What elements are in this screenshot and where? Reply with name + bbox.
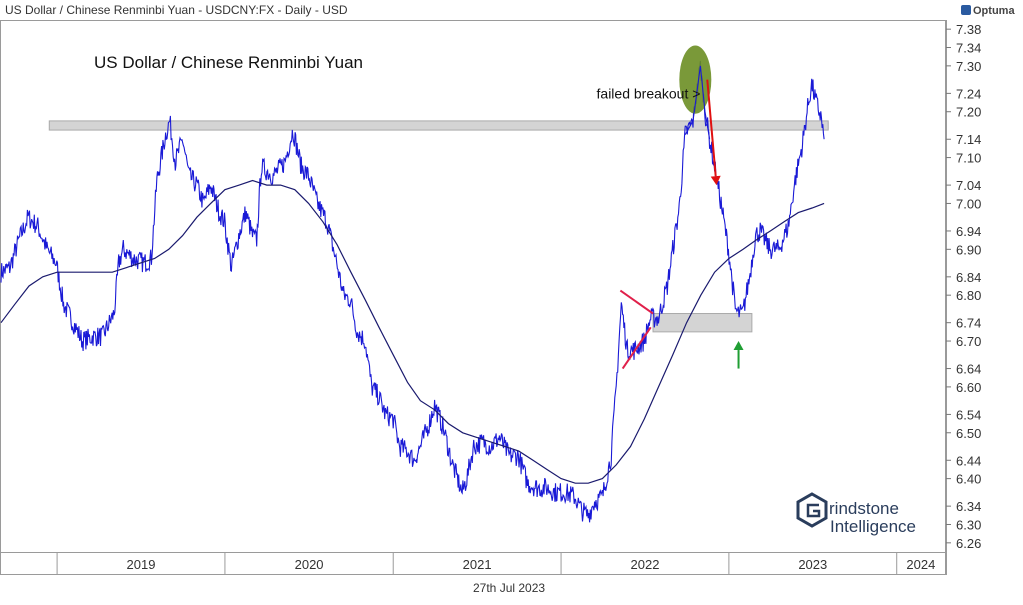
- y-tick-label: 6.34: [956, 499, 981, 514]
- triangle-trendline-1: [621, 326, 652, 370]
- plot-frame: [0, 20, 946, 575]
- optuma-mark-icon: [961, 5, 971, 15]
- y-tick-label: 7.24: [956, 86, 981, 101]
- y-tick-label: 7.10: [956, 151, 981, 166]
- y-axis: 7.38 7.34 7.30 7.24 7.20 7.14 7.10 7.04 7.00 6.94…: [946, 22, 981, 551]
- series-layer: [0, 60, 825, 523]
- series-moving-average-line: [0, 179, 825, 484]
- grindstone-logo: rindstone Intelligence: [796, 492, 916, 536]
- y-tick-label: 7.04: [956, 178, 981, 193]
- y-tick-label: 7.38: [956, 22, 981, 37]
- band-1: [652, 313, 753, 333]
- y-tick-label: 7.00: [956, 196, 981, 211]
- y-tick-label: 6.26: [956, 536, 981, 551]
- x-tick-label: 2020: [295, 557, 324, 572]
- x-tick-label: 2019: [127, 557, 156, 572]
- optuma-brand: Optuma: [973, 5, 1015, 17]
- arrow-head-0: [710, 175, 721, 186]
- chart-title: US Dollar / Chinese Renminbi Yuan: [94, 53, 363, 72]
- y-tick-label: 6.74: [956, 316, 981, 331]
- y-tick-label: 7.14: [956, 132, 981, 147]
- footer-date: 27th Jul 2023: [473, 581, 545, 595]
- x-tick-label: 2022: [631, 557, 660, 572]
- y-tick-label: 7.30: [956, 59, 981, 74]
- y-tick-label: 6.44: [956, 453, 981, 468]
- y-tick-label: 6.50: [956, 426, 981, 441]
- series-price-highlight-segment: [684, 65, 711, 140]
- optuma-logo: Optuma: [961, 5, 1015, 17]
- y-tick-label: 6.40: [956, 472, 981, 487]
- support-resistance-bands: [48, 120, 829, 333]
- y-tick-label: 7.20: [956, 105, 981, 120]
- x-axis: 2019 2020 2021 2022 2023 2024: [56, 552, 935, 575]
- y-tick-label: 7.34: [956, 41, 981, 56]
- y-tick-label: 6.90: [956, 242, 981, 257]
- chart-header: US Dollar / Chinese Renminbi Yuan - USDC…: [5, 3, 348, 17]
- triangle-trendline-0: [619, 289, 654, 315]
- arrow-shaft-0: [706, 79, 717, 177]
- y-tick-label: 6.64: [956, 362, 981, 377]
- series-price-line: [0, 60, 825, 523]
- arrow-head-1: [733, 341, 744, 351]
- logo-line-1: rindstone: [829, 499, 899, 518]
- x-tick-label: 2024: [906, 557, 935, 572]
- y-tick-label: 6.70: [956, 334, 981, 349]
- y-tick-label: 6.80: [956, 288, 981, 303]
- y-tick-label: 6.54: [956, 407, 981, 422]
- y-tick-label: 6.84: [956, 270, 981, 285]
- x-tick-label: 2021: [463, 557, 492, 572]
- annotation-0: failed breakout >: [597, 85, 701, 101]
- band-0: [48, 120, 829, 131]
- y-tick-label: 6.94: [956, 224, 981, 239]
- logo-line-2: Intelligence: [830, 517, 916, 536]
- annotation-layer: failed breakout >: [597, 45, 744, 370]
- x-tick-label: 2023: [798, 557, 827, 572]
- y-tick-label: 6.30: [956, 517, 981, 532]
- y-tick-label: 6.60: [956, 380, 981, 395]
- grindstone-mark-icon: [796, 492, 828, 528]
